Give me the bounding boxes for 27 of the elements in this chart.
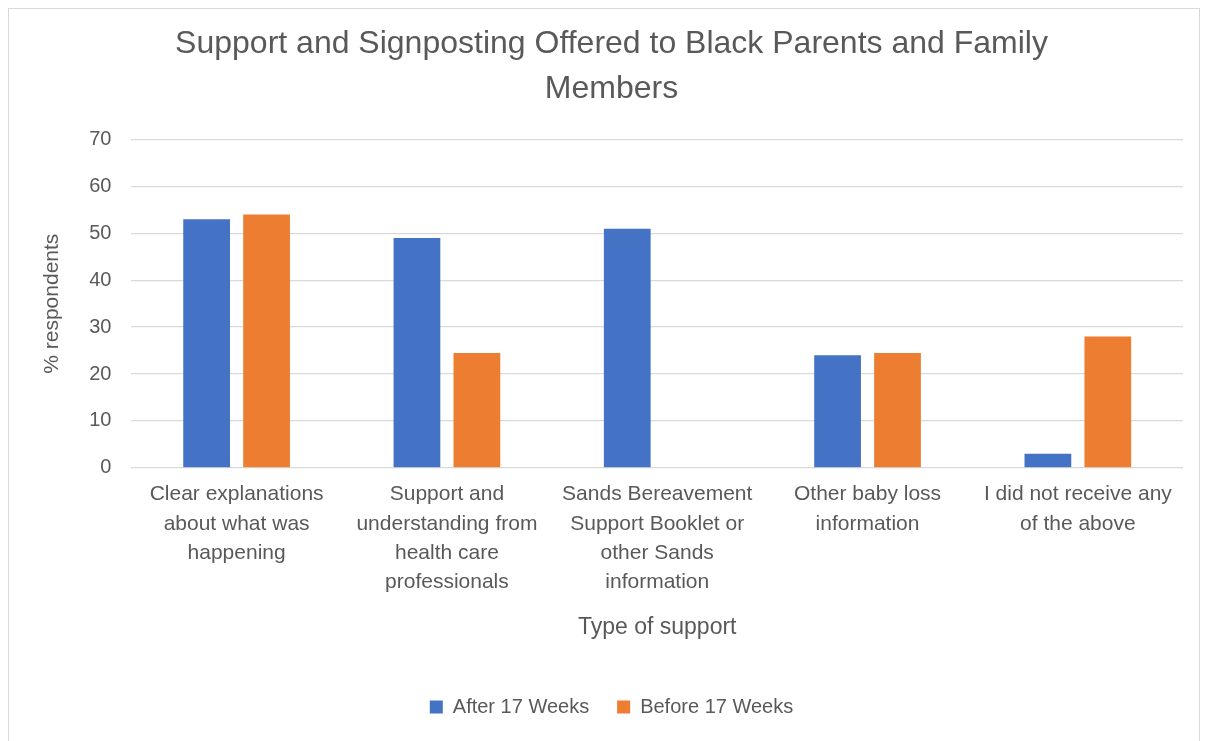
legend-label: Before 17 Weeks	[640, 694, 794, 717]
x-tick-label: I did not receive any of the above	[983, 481, 1173, 534]
y-tick-label: 40	[89, 267, 112, 290]
x-axis-title: Type of support	[577, 612, 738, 639]
legend-label: After 17 Weeks	[452, 694, 590, 717]
y-tick-label: 30	[89, 314, 112, 337]
y-tick-label: 50	[89, 220, 112, 243]
bar	[814, 355, 861, 468]
bar	[183, 219, 231, 468]
bar	[243, 214, 290, 468]
y-tick-label: 10	[89, 408, 112, 431]
x-tick-label: Support and understanding from health care professionals	[356, 481, 538, 593]
bar	[453, 352, 501, 468]
y-tick-label: 0	[100, 455, 112, 478]
chart-title: Support and Signposting Offered to Black Parents and Family Members	[175, 24, 1048, 106]
y-axis-title: % respondents	[39, 233, 63, 374]
bar	[874, 352, 921, 468]
x-tick-label: Sands Bereavement Support Booklet or other Sands information	[562, 481, 753, 593]
y-tick-label: 70	[89, 127, 112, 150]
bar	[1084, 336, 1132, 468]
bar	[1024, 453, 1072, 468]
y-tick-label: 60	[89, 174, 112, 196]
x-tick-label: Other baby loss information	[793, 481, 942, 534]
bar	[603, 228, 651, 468]
y-tick-label: 20	[89, 361, 112, 384]
bar	[393, 238, 441, 468]
x-tick-label: Clear explanations about what was happening	[149, 481, 324, 564]
